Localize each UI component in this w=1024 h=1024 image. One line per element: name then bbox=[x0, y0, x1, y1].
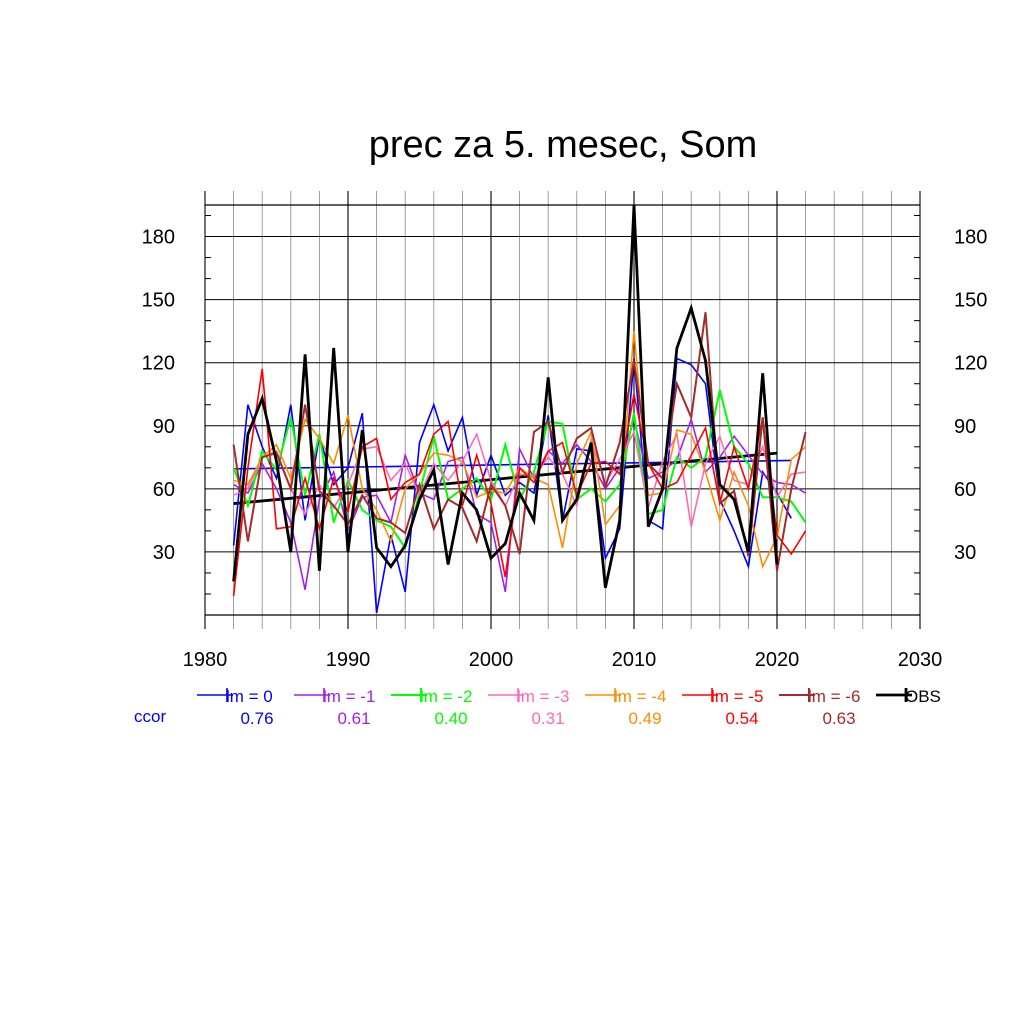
y-tick-label-left: 90 bbox=[153, 416, 175, 438]
ccor-label: ccor bbox=[134, 707, 166, 726]
legend-label: lm = -6 bbox=[808, 687, 860, 706]
y-tick-label-left: 150 bbox=[142, 290, 175, 312]
y-tick-label-right: 30 bbox=[954, 542, 976, 564]
axes: 1980 1990 2000 2010 2020 2030 30 30 60 60 90 90 120 1… bbox=[142, 204, 987, 671]
y-tick-label-left: 30 bbox=[153, 542, 175, 564]
series-lines bbox=[232, 204, 807, 614]
legend-label: lm = -5 bbox=[711, 687, 763, 706]
y-tick-label-left: 60 bbox=[153, 479, 175, 501]
ccor-value: 0.40 bbox=[434, 709, 467, 728]
ccor-value: 0.76 bbox=[240, 709, 273, 728]
y-tick-label-left: 180 bbox=[142, 227, 175, 249]
y-tick-label-right: 150 bbox=[954, 290, 987, 312]
series-line bbox=[232, 312, 807, 571]
y-tick-label-right: 180 bbox=[954, 227, 987, 249]
series-line bbox=[233, 416, 807, 593]
legend-label: lm = -3 bbox=[517, 687, 569, 706]
series-line bbox=[232, 368, 807, 597]
series-line bbox=[232, 357, 792, 614]
ccor-value: 0.49 bbox=[628, 709, 661, 728]
x-tick-label: 2010 bbox=[612, 649, 657, 671]
x-tick-label: 2020 bbox=[755, 649, 800, 671]
ccor-value: 0.54 bbox=[725, 709, 758, 728]
x-tick-label: 1990 bbox=[326, 649, 371, 671]
legend-label: lm = -1 bbox=[323, 687, 375, 706]
legend-label: OBS bbox=[905, 687, 941, 706]
y-tick-label-right: 60 bbox=[954, 479, 976, 501]
x-tick-label: 1980 bbox=[183, 649, 228, 671]
x-tick-label: 2000 bbox=[469, 649, 514, 671]
ccor-value: 0.31 bbox=[531, 709, 564, 728]
legend-label: lm = -2 bbox=[420, 687, 472, 706]
trend-line bbox=[233, 459, 792, 470]
y-tick-label-right: 90 bbox=[954, 416, 976, 438]
legend: lm = 0 0.76 lm = -1 0.61 lm = -2 0.40 lm = -3 0… bbox=[134, 687, 941, 728]
y-tick-label-right: 120 bbox=[954, 353, 987, 375]
ccor-value: 0.61 bbox=[337, 709, 370, 728]
ccor-value: 0.63 bbox=[822, 709, 855, 728]
grid bbox=[204, 191, 921, 629]
series-line bbox=[232, 204, 779, 588]
x-tick-label: 2030 bbox=[898, 649, 943, 671]
legend-label: lm = -4 bbox=[614, 687, 666, 706]
y-tick-label-left: 120 bbox=[142, 353, 175, 375]
chart-title: prec za 5. mesec, Som bbox=[369, 124, 758, 166]
legend-label: lm = 0 bbox=[226, 687, 273, 706]
